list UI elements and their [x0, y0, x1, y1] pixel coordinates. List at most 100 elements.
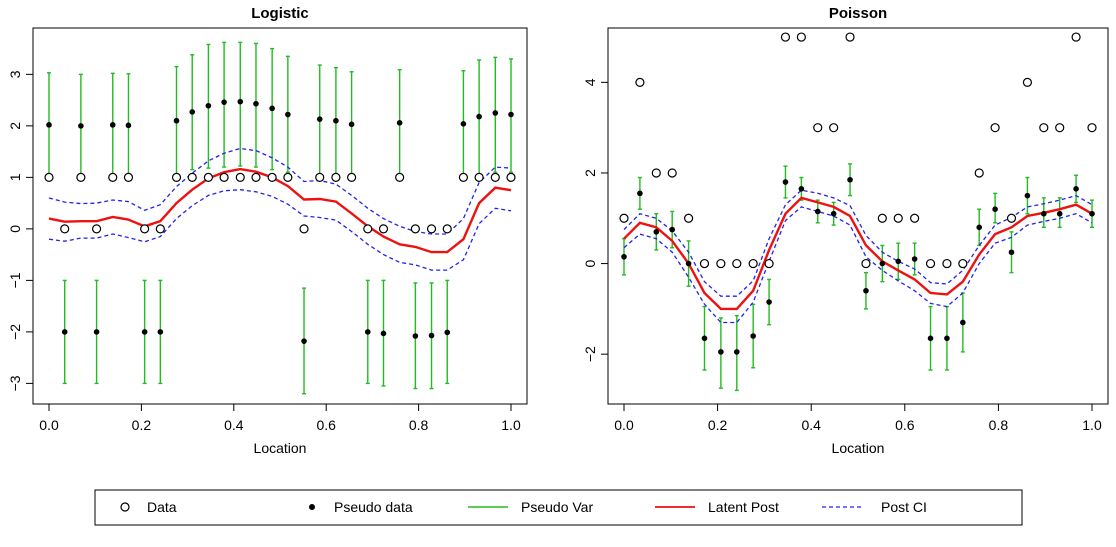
legend-box [94, 489, 1023, 526]
logistic-data-point [123, 172, 134, 182]
poisson-x-tick-label: 0.2 [708, 417, 728, 433]
logistic-pseudo-data-point [46, 122, 52, 128]
poisson-x-tick-label: 0.8 [989, 417, 1009, 433]
logistic-data-point [219, 172, 229, 182]
poisson-data-point [651, 168, 661, 178]
poisson-title: Poisson [829, 5, 887, 22]
poisson-x-tick-label: 1.0 [1082, 417, 1102, 433]
poisson-data-point [958, 258, 968, 269]
logistic-pseudo-data-point [333, 117, 339, 124]
poisson-data-point [1022, 77, 1033, 87]
poisson-data-point [635, 77, 645, 87]
logistic-x-tick-label: 0.6 [316, 417, 336, 433]
logistic-pseudo-data-point [476, 113, 482, 120]
poisson-data-point [845, 32, 855, 42]
poisson-pseudo-data-point [669, 226, 676, 233]
poisson-pseudo-data-point [911, 256, 918, 262]
poisson-y-tick-label: 0 [582, 259, 598, 267]
poisson-pseudo-data-point [1073, 186, 1079, 192]
poisson-pseudo-data-point [976, 224, 983, 231]
legend-data-label: Data [147, 499, 177, 515]
logistic-pseudo-data-point [428, 332, 435, 339]
poisson-pseudo-data-point [879, 260, 886, 267]
logistic-data-point [91, 224, 102, 234]
poisson-y-tick-label: 4 [582, 78, 598, 86]
poisson-pseudo-data-point [992, 206, 998, 213]
logistic-data-point [458, 172, 469, 182]
poisson-pseudo-data-point [1040, 210, 1047, 217]
poisson-data-point [974, 168, 984, 178]
logistic-pseudo-data-point [492, 110, 499, 116]
poisson-data-point [619, 213, 629, 223]
logistic-pseudo-data-point [109, 122, 116, 128]
logistic-x-tick-label: 0.0 [39, 417, 59, 433]
poisson-pseudo-data-point [701, 335, 708, 342]
poisson-pseudo-data-point [718, 349, 724, 355]
logistic-data-point [155, 224, 165, 234]
logistic-data-point [506, 172, 516, 182]
logistic-x-tick-label: 0.2 [132, 417, 152, 433]
legend-item-data: Data [120, 499, 177, 515]
logistic-x-tick-label: 1.0 [501, 417, 521, 433]
poisson-data-point [813, 123, 823, 133]
logistic-data-point [187, 172, 197, 182]
logistic-data-point [267, 172, 277, 182]
poisson-pseudo-data-point [1056, 210, 1063, 217]
logistic-pseudo-data-point [301, 338, 307, 344]
logistic-y-tick-label: 0 [7, 225, 23, 233]
logistic-y-tick-label: −2 [7, 324, 23, 340]
poisson-pseudo-data-point [830, 210, 837, 217]
poisson-data-point [796, 32, 806, 42]
poisson-pseudo-data-point [685, 260, 692, 267]
poisson-plot-frame [607, 27, 1109, 405]
logistic-pseudo-data-point [269, 105, 275, 112]
poisson-pseudo-data-point [621, 253, 627, 260]
logistic-y-tick-label: 2 [7, 122, 23, 130]
poisson-x-axis-label: Location [832, 440, 885, 456]
logistic-pseudo-data-point [285, 111, 291, 118]
poisson-data-point [1071, 32, 1081, 42]
logistic-title: Logistic [251, 5, 309, 22]
poisson-post-ci-upper-line [623, 189, 1093, 297]
logistic-data-point [251, 172, 261, 182]
poisson-pseudo-data-point [653, 229, 660, 235]
poisson-data-point [1087, 123, 1097, 133]
poisson-pseudo-data-point [847, 176, 853, 183]
poisson-data-point [877, 213, 887, 223]
logistic-pseudo-data-point [221, 99, 227, 105]
logistic-pseudo-data-point [508, 111, 514, 118]
poisson-data-point [942, 258, 952, 269]
poisson-data-point [780, 32, 791, 42]
poisson-data-point [716, 258, 726, 269]
logistic-pseudo-data-point [157, 329, 164, 335]
logistic-y-tick-label: 3 [7, 70, 23, 78]
logistic-y-tick-label: −1 [7, 272, 23, 288]
logistic-pseudo-data-point [253, 100, 259, 107]
legend-item-pseudo-data: Pseudo data [309, 499, 413, 515]
logistic-panel: Logistic Location 0.0 0.2 0.4 0.6 0.8 1.0 −3 −2… [7, 5, 528, 456]
poisson-pseudo-data-point [814, 208, 821, 215]
logistic-data-point [474, 172, 484, 182]
logistic-plot-frame [32, 27, 528, 405]
poisson-pseudo-data-point [927, 335, 934, 342]
logistic-data-point [395, 172, 405, 182]
poisson-post-ci-lower-line [623, 206, 1093, 324]
legend-item-pseudo-var: Pseudo Var [468, 499, 593, 515]
logistic-data-point [171, 172, 182, 182]
poisson-x-tick-label: 0.0 [614, 417, 634, 433]
legend-pseudo-var-label: Pseudo Var [521, 499, 593, 515]
poisson-data-point [829, 123, 839, 133]
logistic-data-point [426, 224, 437, 234]
logistic-data-point [299, 224, 309, 234]
poisson-data-point [893, 213, 903, 223]
poisson-y-tick-label: 2 [582, 169, 598, 177]
legend-data-symbol [120, 502, 130, 512]
logistic-pseudo-data-point [205, 102, 212, 109]
logistic-pseudo-data-point [412, 333, 419, 339]
poisson-pseudo-data-point [782, 179, 789, 185]
poisson-data-point [764, 258, 774, 269]
poisson-pseudo-data-point [1024, 192, 1031, 199]
legend-pseudo-data-symbol [309, 504, 315, 510]
logistic-data-point [203, 172, 213, 182]
poisson-x-tick-label: 0.4 [801, 417, 821, 433]
